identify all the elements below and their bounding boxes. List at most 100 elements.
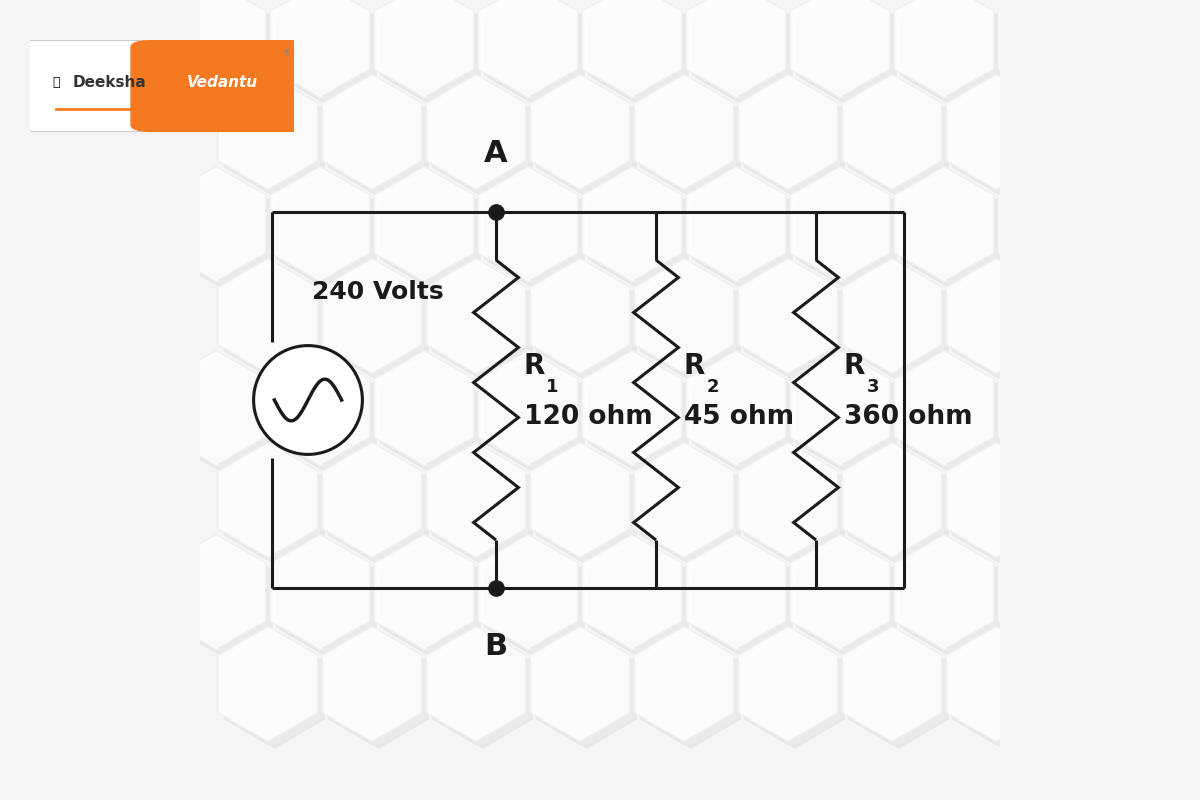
Polygon shape	[1050, 626, 1150, 742]
Polygon shape	[166, 0, 266, 98]
Polygon shape	[946, 442, 1046, 558]
Polygon shape	[1004, 0, 1104, 104]
Polygon shape	[374, 350, 474, 466]
Polygon shape	[478, 350, 578, 466]
Polygon shape	[1050, 74, 1150, 190]
Polygon shape	[998, 534, 1098, 650]
Polygon shape	[894, 534, 994, 650]
Polygon shape	[536, 265, 636, 380]
Polygon shape	[588, 173, 689, 288]
Polygon shape	[797, 173, 896, 288]
Polygon shape	[536, 81, 636, 196]
Polygon shape	[322, 442, 422, 558]
Polygon shape	[900, 173, 1001, 288]
Polygon shape	[1050, 258, 1150, 374]
Polygon shape	[485, 173, 584, 288]
Polygon shape	[166, 350, 266, 466]
Polygon shape	[790, 0, 890, 98]
Polygon shape	[1056, 265, 1157, 380]
Polygon shape	[1004, 173, 1104, 288]
Polygon shape	[270, 166, 370, 282]
Polygon shape	[485, 0, 584, 104]
Polygon shape	[329, 633, 428, 748]
Polygon shape	[953, 633, 1052, 748]
Polygon shape	[900, 541, 1001, 656]
Polygon shape	[322, 74, 422, 190]
Polygon shape	[842, 442, 942, 558]
Text: Deeksha: Deeksha	[72, 75, 146, 90]
Polygon shape	[374, 0, 474, 98]
Polygon shape	[641, 633, 740, 748]
Text: 3: 3	[866, 378, 878, 396]
Polygon shape	[1050, 442, 1150, 558]
Polygon shape	[582, 534, 682, 650]
Text: 🔥: 🔥	[53, 76, 60, 89]
Polygon shape	[641, 449, 740, 564]
Polygon shape	[374, 534, 474, 650]
Polygon shape	[485, 541, 584, 656]
Polygon shape	[374, 166, 474, 282]
Polygon shape	[380, 0, 480, 104]
Polygon shape	[1056, 81, 1157, 196]
Polygon shape	[744, 81, 845, 196]
Polygon shape	[998, 350, 1098, 466]
Polygon shape	[329, 81, 428, 196]
Polygon shape	[173, 357, 272, 472]
Polygon shape	[738, 442, 838, 558]
Polygon shape	[536, 633, 636, 748]
Polygon shape	[426, 258, 526, 374]
Polygon shape	[218, 74, 318, 190]
Text: R: R	[684, 352, 706, 380]
Polygon shape	[953, 81, 1052, 196]
Polygon shape	[848, 633, 948, 748]
Polygon shape	[276, 173, 377, 288]
Polygon shape	[276, 541, 377, 656]
Polygon shape	[329, 449, 428, 564]
Polygon shape	[218, 442, 318, 558]
Polygon shape	[946, 626, 1046, 742]
Polygon shape	[692, 541, 792, 656]
Polygon shape	[842, 74, 942, 190]
Polygon shape	[842, 258, 942, 374]
Polygon shape	[588, 357, 689, 472]
Polygon shape	[1056, 449, 1157, 564]
Polygon shape	[634, 74, 734, 190]
Polygon shape	[322, 626, 422, 742]
Polygon shape	[276, 357, 377, 472]
Text: Vedantu: Vedantu	[187, 75, 258, 90]
Polygon shape	[530, 626, 630, 742]
Polygon shape	[426, 626, 526, 742]
Polygon shape	[224, 265, 324, 380]
Polygon shape	[224, 633, 324, 748]
Polygon shape	[686, 350, 786, 466]
Circle shape	[253, 346, 362, 454]
Text: R: R	[524, 352, 545, 380]
Polygon shape	[224, 449, 324, 564]
Polygon shape	[738, 626, 838, 742]
Polygon shape	[432, 449, 533, 564]
Polygon shape	[218, 258, 318, 374]
Polygon shape	[848, 265, 948, 380]
Polygon shape	[900, 0, 1001, 104]
Polygon shape	[686, 166, 786, 282]
Polygon shape	[530, 442, 630, 558]
Polygon shape	[173, 173, 272, 288]
Polygon shape	[329, 265, 428, 380]
Text: 1: 1	[546, 378, 559, 396]
Polygon shape	[790, 166, 890, 282]
Polygon shape	[582, 166, 682, 282]
Polygon shape	[744, 449, 845, 564]
Polygon shape	[953, 449, 1052, 564]
Polygon shape	[842, 626, 942, 742]
Polygon shape	[1004, 541, 1104, 656]
Polygon shape	[692, 357, 792, 472]
Polygon shape	[426, 74, 526, 190]
Polygon shape	[894, 0, 994, 98]
Polygon shape	[797, 0, 896, 104]
Polygon shape	[692, 173, 792, 288]
Polygon shape	[478, 0, 578, 98]
Polygon shape	[218, 626, 318, 742]
Polygon shape	[900, 357, 1001, 472]
Polygon shape	[946, 74, 1046, 190]
Polygon shape	[322, 258, 422, 374]
